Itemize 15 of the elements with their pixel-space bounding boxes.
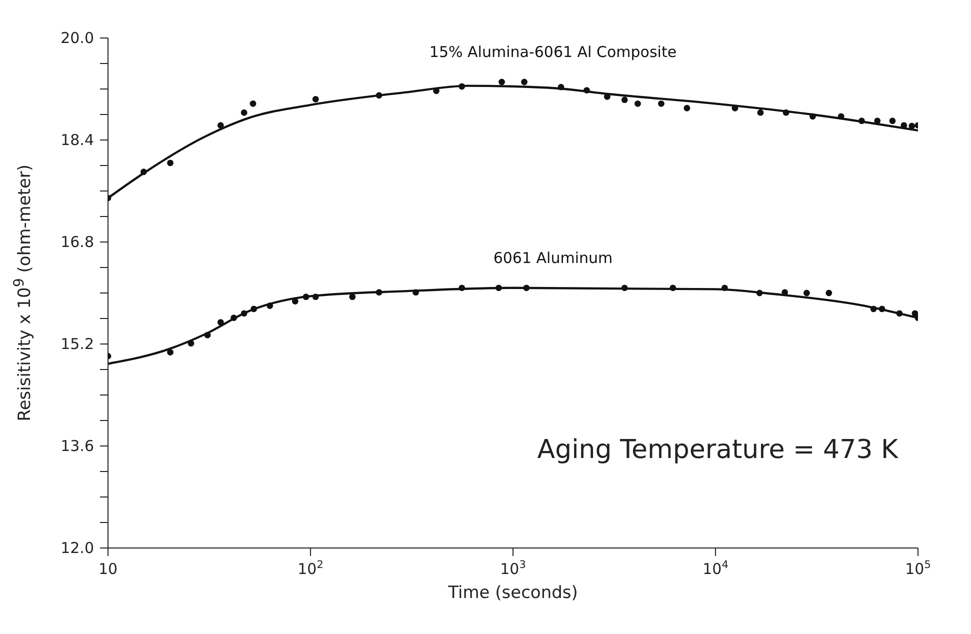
annotation: Aging Temperature = 473 K [537, 435, 899, 465]
x-axis-title: Time (seconds) [447, 583, 578, 603]
x-tick-label: 10$^{3}$ [500, 559, 526, 578]
x-tick-label: 10$^{4}$ [702, 559, 729, 578]
series-label: 6061 Aluminum [493, 248, 613, 267]
series-label: 15% Alumina-6061 Al Composite [429, 42, 677, 61]
x-tick-label: 10$^{2}$ [298, 559, 324, 578]
y-tick-label: 20.0 [60, 29, 94, 47]
y-tick-label: 18.4 [60, 131, 94, 149]
y-tick-label: 13.6 [60, 437, 94, 455]
x-tick-label: 10$^{5}$ [905, 559, 931, 578]
y-tick-label: 15.2 [60, 335, 94, 353]
x-tick-label: 10 [98, 560, 118, 578]
y-tick-label: 16.8 [60, 233, 94, 251]
y-tick-label: 12.0 [60, 539, 94, 557]
